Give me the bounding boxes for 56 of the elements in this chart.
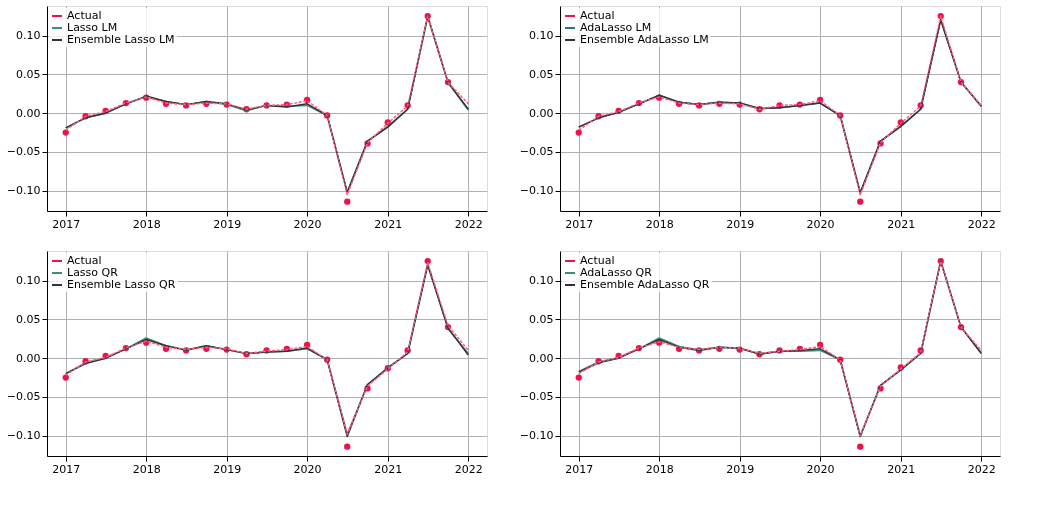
x-tick-label: 2021 [374, 217, 403, 231]
x-tick-label: 2021 [887, 217, 916, 231]
x-tick-label: 2018 [132, 217, 161, 231]
legend-label: AdaLasso QR [580, 266, 653, 279]
x-tick-label: 2020 [806, 462, 835, 476]
x-tick-label: 2022 [454, 217, 483, 231]
y-tick-label: 0.10 [529, 274, 554, 288]
y-tick-label: 0.05 [529, 312, 554, 326]
x-tick-label: 2018 [645, 462, 674, 476]
y-tick-label: −0.05 [519, 390, 554, 404]
x-tick-label: 2017 [52, 462, 81, 476]
x-tick-label: 2019 [213, 217, 242, 231]
x-tick-label: 2019 [726, 462, 755, 476]
x-tick-label: 2017 [52, 217, 81, 231]
legend-label: Ensemble Lasso LM [67, 33, 175, 46]
legend-label: Actual [580, 9, 615, 22]
y-tick-label: −0.10 [519, 429, 554, 443]
x-tick-label: 2018 [645, 217, 674, 231]
legend-label: Actual [580, 254, 615, 267]
y-tick-label: 0.00 [529, 106, 554, 120]
x-tick-label: 2020 [293, 217, 322, 231]
y-tick-label: −0.10 [6, 429, 41, 443]
legend-label: Actual [67, 9, 102, 22]
legend-label: Lasso QR [67, 266, 119, 279]
y-tick-label: 0.10 [16, 274, 41, 288]
y-tick-label: 0.10 [16, 29, 41, 43]
y-tick-label: 0.10 [529, 29, 554, 43]
y-tick-label: −0.05 [6, 145, 41, 159]
x-tick-label: 2022 [967, 462, 996, 476]
x-tick-label: 2017 [565, 462, 594, 476]
legend-label: Ensemble Lasso QR [67, 278, 176, 291]
x-tick-label: 2021 [887, 462, 916, 476]
x-tick-label: 2022 [967, 217, 996, 231]
y-tick-label: 0.05 [529, 67, 554, 81]
y-tick-label: −0.10 [6, 184, 41, 198]
y-tick-label: −0.05 [6, 390, 41, 404]
x-tick-label: 2019 [213, 462, 242, 476]
y-tick-label: 0.00 [16, 351, 41, 365]
legend-label: Ensemble AdaLasso LM [580, 33, 709, 46]
legend-label: Ensemble AdaLasso QR [580, 278, 710, 291]
legend-label: AdaLasso LM [580, 21, 652, 34]
x-tick-label: 2020 [293, 462, 322, 476]
x-tick-label: 2021 [374, 462, 403, 476]
y-tick-label: 0.00 [529, 351, 554, 365]
y-tick-label: 0.05 [16, 312, 41, 326]
legend-label: Actual [67, 254, 102, 267]
x-tick-label: 2019 [726, 217, 755, 231]
y-tick-label: 0.00 [16, 106, 41, 120]
legend-label: Lasso LM [67, 21, 118, 34]
x-tick-label: 2017 [565, 217, 594, 231]
x-tick-label: 2022 [454, 462, 483, 476]
x-tick-label: 2018 [132, 462, 161, 476]
y-tick-label: −0.05 [519, 145, 554, 159]
x-tick-label: 2020 [806, 217, 835, 231]
y-tick-label: −0.10 [519, 184, 554, 198]
y-tick-label: 0.05 [16, 67, 41, 81]
